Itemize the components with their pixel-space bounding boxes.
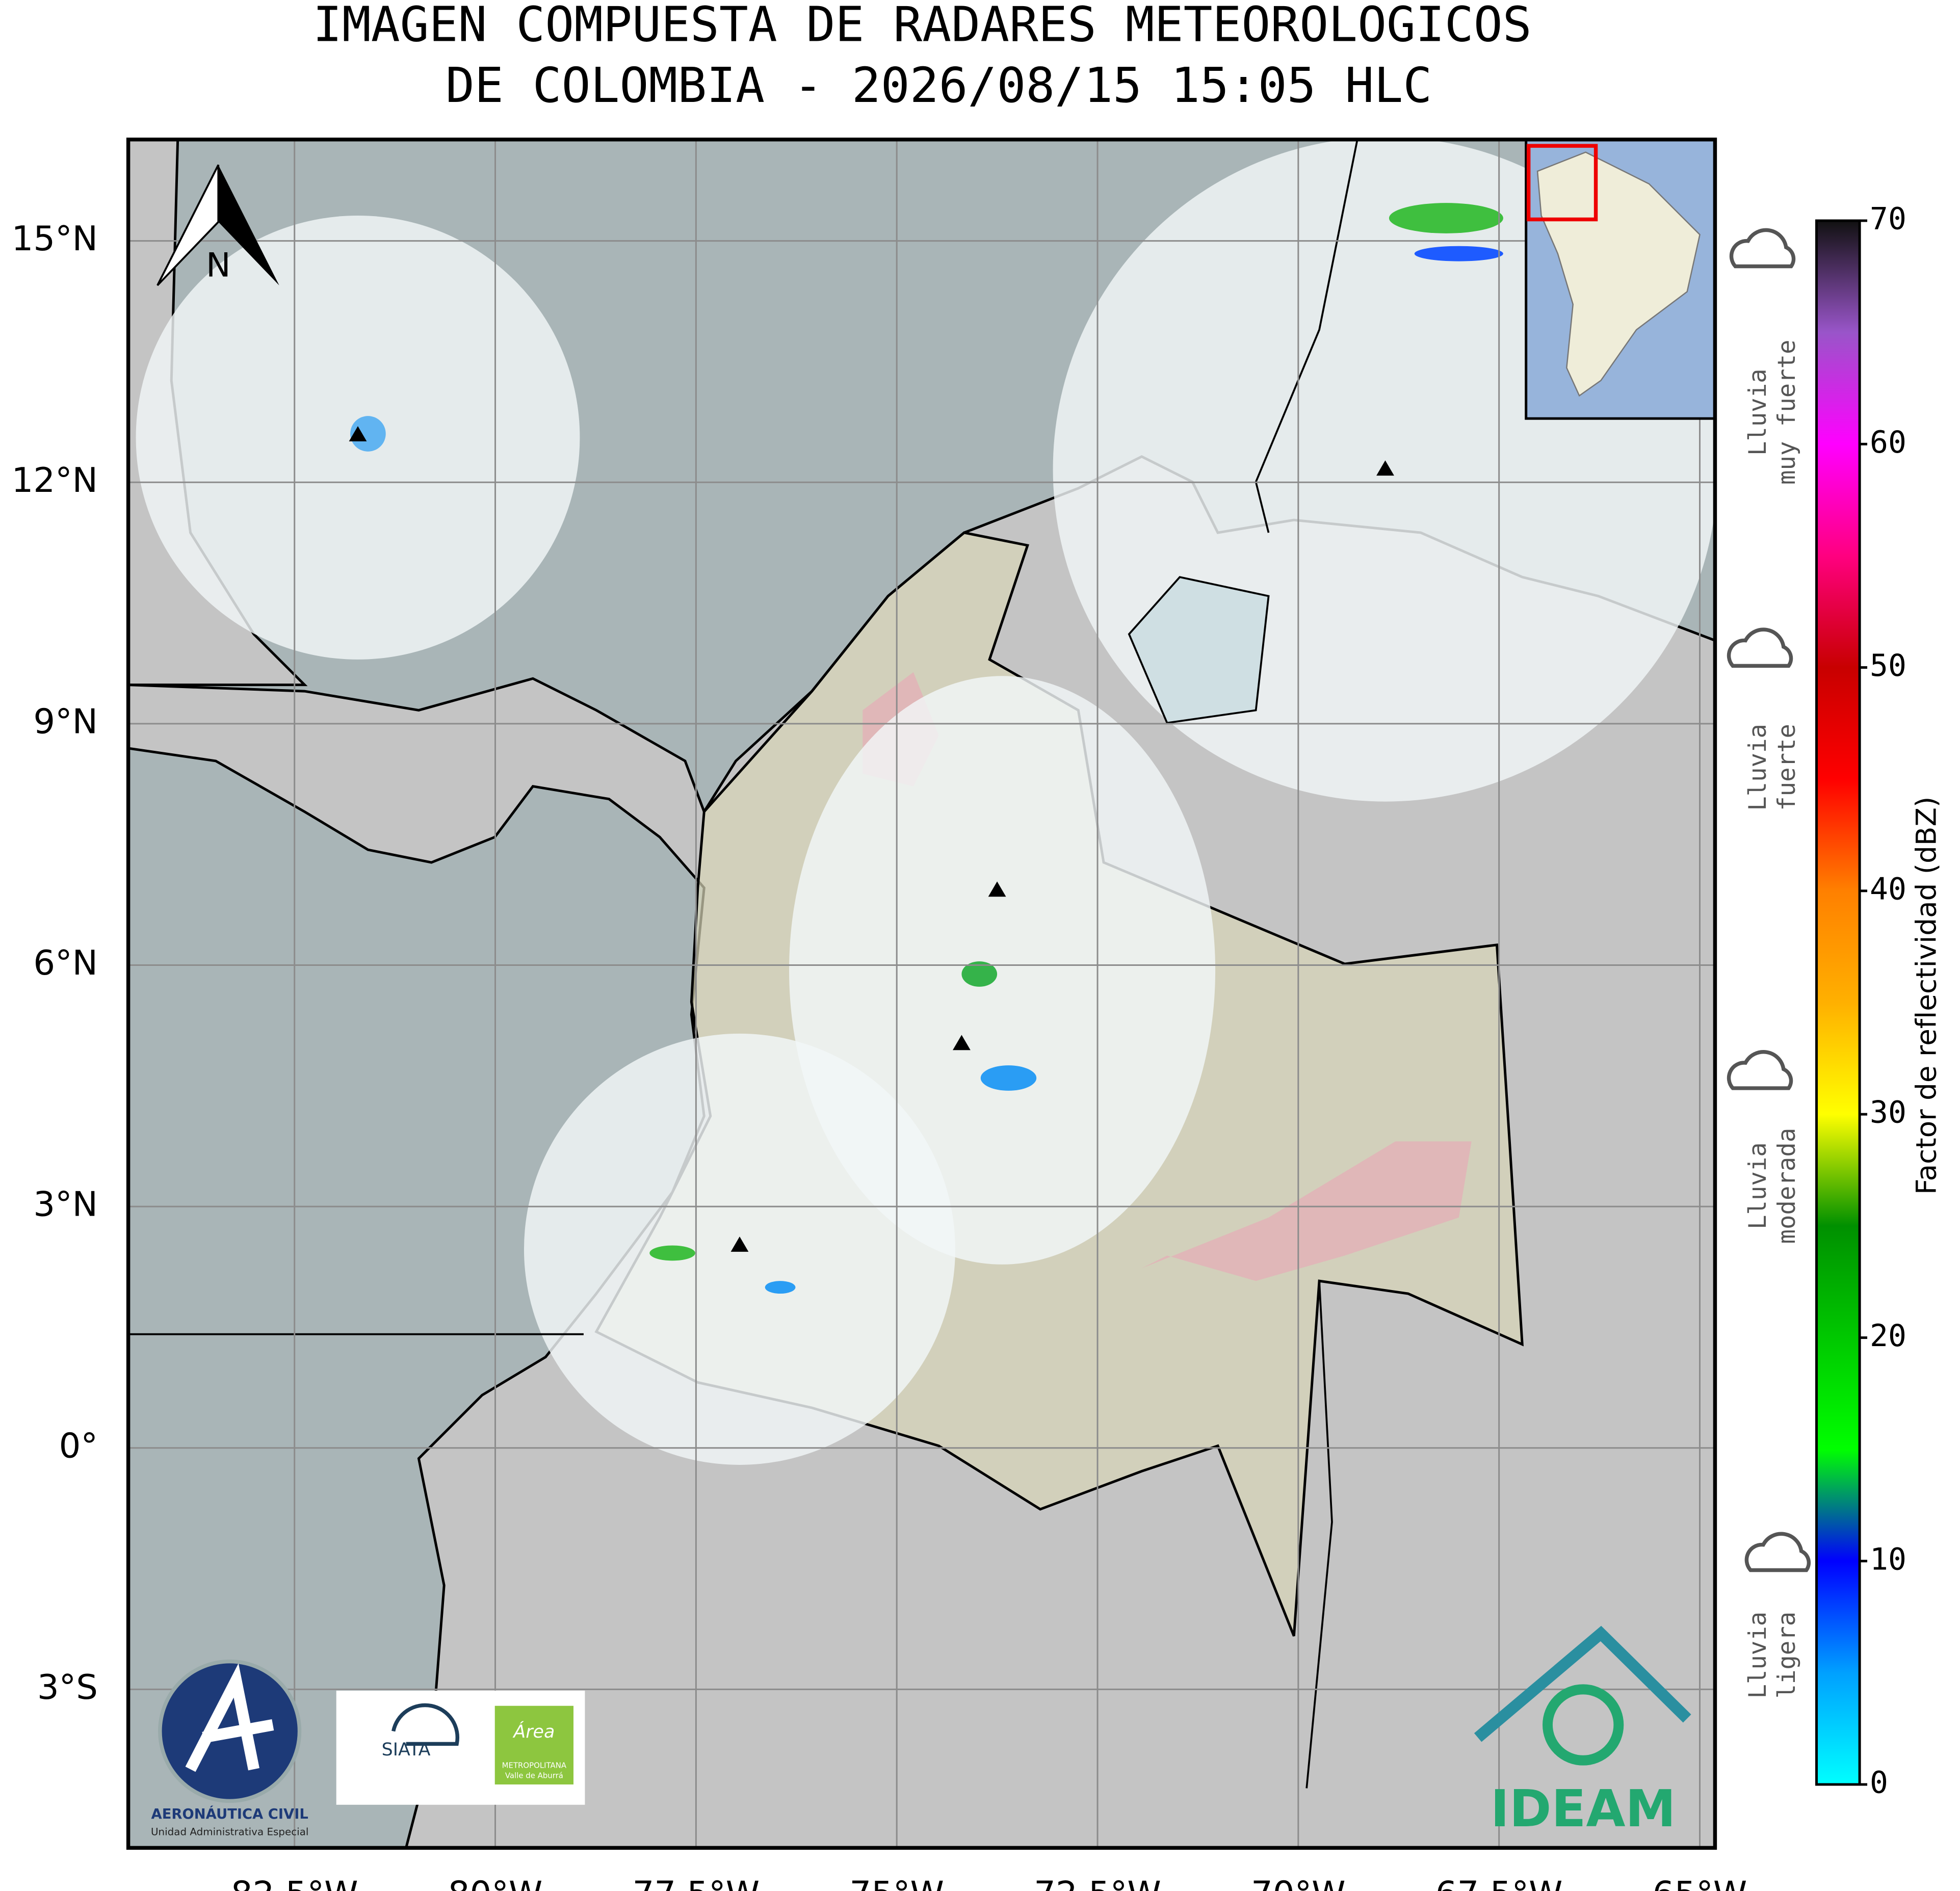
colorbar-tick-label: 0 [1870,1766,1888,1801]
colorbar-tick-label: 50 [1870,648,1906,684]
legend-label: Lluvia [1744,1612,1772,1699]
radar-sites [349,426,1394,1252]
y-tick-label: 3°N [33,1185,98,1224]
echo [1389,203,1503,233]
radar-site [953,1035,971,1050]
radar-site [730,1237,749,1252]
region [1141,1141,1472,1281]
colorbar-axis: 0 10 20 30 40 50 60 70 [1860,202,1906,1801]
inset-box [1526,144,1598,222]
area-line: METROPOLITANA [502,1761,567,1770]
legend-label: Lluvia [1744,1142,1772,1229]
rain-icon [1744,1532,1811,1572]
logo-aerocivil: AERONÁUTICA CIVIL Unidad Administrativa … [151,1659,308,1838]
ideam-swirl [1543,1684,1624,1766]
ideam-roof [1474,1625,1691,1742]
rain-icon [1729,228,1796,269]
x-tick-label: 72.5°W [1034,1874,1161,1891]
logo-ideam: IDEAM [1474,1625,1691,1839]
grid [128,139,1715,1848]
axes: 82.5°W 80°W 77.5°W 75°W 72.5°W 70°W 67.5°W 65°W… [12,219,1747,1891]
border [1255,139,1358,533]
inset-land [1536,151,1701,397]
legend-label: Lluvia [1744,724,1772,811]
echo [765,1281,796,1294]
colorbar-tick-label: 20 [1870,1319,1906,1354]
colorbar-tick-label: 40 [1870,872,1906,907]
echo [961,961,998,987]
aerocivil-subtitle: Unidad Administrativa Especial [151,1826,308,1838]
ideam-name: IDEAM [1491,1780,1676,1839]
area-box [494,1705,574,1784]
area-name: Área [512,1721,555,1742]
x-tick-label: 77.5°W [633,1874,760,1891]
y-tick-label: 12°N [12,460,98,500]
echoes [350,203,1503,1294]
x-tick-label: 65°W [1653,1874,1747,1891]
legend-label: Lluvia [1744,369,1772,456]
colorbar-tick-label: 60 [1870,425,1906,460]
y-tick-label: 6°N [33,943,98,983]
x-tick-label: 75°W [849,1874,944,1891]
colorbar-label: Factor de reflectividad (dBZ) [1910,797,1943,1195]
y-tick-label: 9°N [33,701,98,741]
echo [980,1065,1037,1091]
title-line: IMAGEN COMPUESTA DE RADARES METEOROLOGIC… [313,0,1532,53]
y-tick-label: 15°N [12,219,98,258]
x-tick-label: 82.5°W [231,1874,358,1891]
legend-label: muy fuerte [1773,339,1801,485]
border [1305,1281,1333,1789]
inset-map [1525,139,1715,420]
legend-label: moderada [1773,1128,1801,1244]
siata-name: SIATA [382,1740,431,1760]
radar-site [349,426,367,441]
rain-icon [1727,627,1793,668]
radar-site [988,881,1006,897]
echo [350,416,386,452]
lake [1128,576,1270,724]
north-label: N [206,246,230,284]
legend-item: Lluvia moderada [1727,1050,1801,1244]
x-tick-label: 80°W [448,1874,542,1891]
legend-label: fuerte [1773,724,1801,811]
radar-site [1376,460,1394,476]
legend-label: ligera [1773,1612,1801,1699]
echo [1414,246,1503,261]
map-frame [126,137,1717,1850]
colorbar-tick-label: 70 [1870,202,1906,237]
aerocivil-name: AERONÁUTICA CIVIL [151,1806,308,1822]
title-line: DE COLOMBIA - 2026/08/15 15:05 HLC [446,58,1432,114]
y-tick-label: 0° [59,1426,98,1465]
legend-item: Lluvia ligera [1744,1532,1811,1699]
colorbar-tick-label: 30 [1870,1095,1906,1131]
x-tick-label: 67.5°W [1435,1874,1563,1891]
rain-legend: Lluvia muy fuerte Lluvia fuerte Lluvia m… [1727,228,1811,1699]
logo-partners: SIATA Área METROPOLITANA Valle de Aburrá [336,1690,585,1805]
legend-item: Lluvia fuerte [1727,627,1801,811]
siata-cloud [391,1703,460,1746]
colorbar [1815,219,1861,1786]
x-tick-label: 70°W [1251,1874,1345,1891]
rain-icon [1727,1050,1793,1090]
map: N AERONÁUTICA CIVIL Unidad Administrativ… [128,139,1715,1848]
y-tick-label: 3°S [37,1667,98,1707]
echo [649,1245,695,1261]
colorbar-tick-label: 10 [1870,1542,1906,1577]
legend-item: Lluvia muy fuerte [1729,228,1801,485]
area-line: Valle de Aburrá [505,1771,563,1780]
aerocivil-a [185,1663,274,1772]
